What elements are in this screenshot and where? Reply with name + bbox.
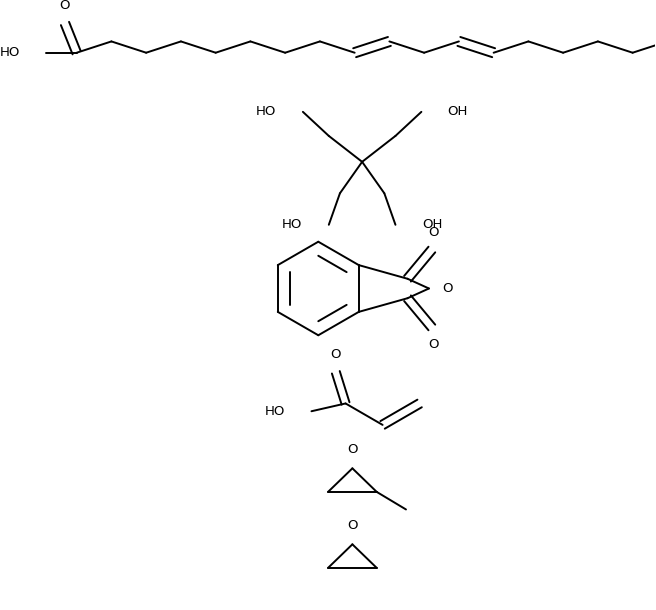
- Text: O: O: [347, 518, 358, 532]
- Text: O: O: [428, 226, 439, 239]
- Text: HO: HO: [265, 405, 285, 418]
- Text: O: O: [347, 443, 358, 456]
- Text: OH: OH: [447, 106, 468, 118]
- Text: O: O: [60, 0, 70, 12]
- Text: HO: HO: [0, 46, 20, 59]
- Text: O: O: [443, 282, 453, 295]
- Text: HO: HO: [282, 218, 302, 231]
- Text: OH: OH: [422, 218, 442, 231]
- Text: O: O: [331, 348, 341, 361]
- Text: HO: HO: [256, 106, 277, 118]
- Text: O: O: [428, 338, 439, 351]
